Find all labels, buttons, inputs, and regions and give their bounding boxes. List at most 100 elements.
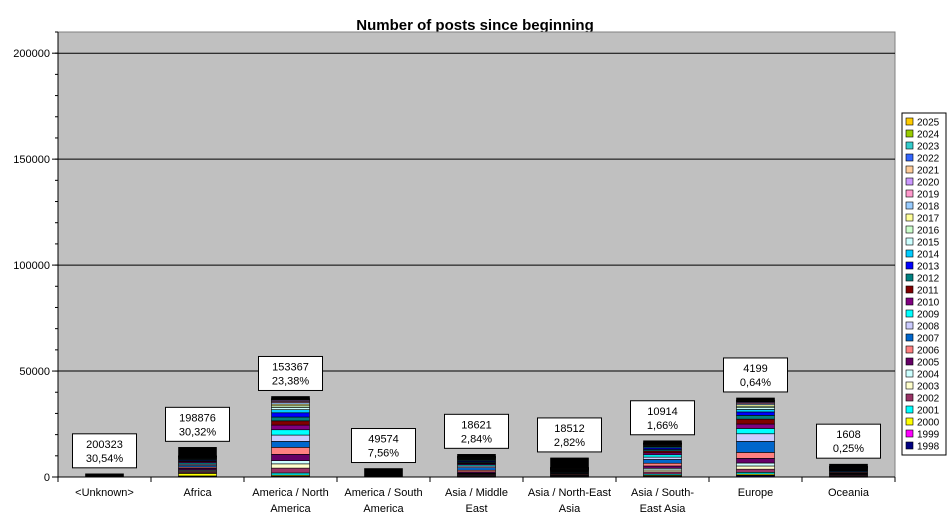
- legend-swatch: [905, 249, 914, 258]
- legend-label: 2010: [917, 298, 940, 309]
- legend-swatch: [905, 129, 914, 138]
- annotation-box: [630, 400, 695, 436]
- legend-label: 2007: [917, 334, 940, 345]
- bar-segment-2000: [178, 473, 217, 477]
- bar-segment-2007: [457, 467, 496, 471]
- bar-segment-2004: [736, 462, 775, 467]
- bar-segment-2005: [271, 454, 310, 461]
- legend-swatch: [905, 441, 914, 450]
- bar-segment-other: [85, 473, 124, 478]
- bar-segment-2010: [271, 424, 310, 431]
- bar-segment-2007: [271, 441, 310, 448]
- bar-segment-2002: [643, 471, 682, 475]
- annotation-percent: 2,82%: [554, 437, 585, 449]
- annotation-box: [72, 433, 137, 469]
- x-tick-label: Asia / North-East: [528, 487, 611, 499]
- legend-swatch: [905, 369, 914, 378]
- bar-segment-2010: [736, 423, 775, 429]
- bar-segment-2008: [643, 456, 682, 460]
- bar-segment-2008: [271, 434, 310, 442]
- legend-label: 2003: [917, 382, 940, 393]
- x-tick-label: America: [270, 503, 311, 515]
- legend-swatch: [905, 297, 914, 306]
- y-tick-label: 50000: [19, 366, 50, 378]
- legend-label: 2018: [917, 202, 940, 213]
- legend-swatch: [905, 321, 914, 330]
- bar-segment-other: [178, 447, 217, 457]
- x-tick-label: <Unknown>: [75, 487, 134, 499]
- annotation-count: 18512: [554, 423, 585, 435]
- x-tick-label: America / South: [344, 487, 422, 499]
- bar-segment-2003: [736, 465, 775, 470]
- bar-segment-other: [736, 397, 775, 401]
- x-tick-label: Asia: [559, 503, 581, 515]
- x-tick-label: Oceania: [828, 487, 870, 499]
- annotation-count: 4199: [743, 363, 767, 375]
- bar-segment-2003: [271, 463, 310, 469]
- x-tick-label: East Asia: [640, 503, 687, 515]
- bar-segment-2008: [736, 433, 775, 442]
- legend-label: 2000: [917, 418, 940, 429]
- legend-swatch: [905, 309, 914, 318]
- legend-label: 2014: [917, 250, 940, 261]
- legend-swatch: [905, 285, 914, 294]
- annotation-box: [165, 406, 230, 442]
- bar-segment-2012: [271, 416, 310, 422]
- y-tick-label: 0: [44, 472, 50, 484]
- legend-label: 2022: [917, 154, 940, 165]
- y-tick-label: 150000: [13, 154, 50, 166]
- legend-label: 2012: [917, 274, 940, 285]
- legend-swatch: [905, 177, 914, 186]
- x-tick-label: Europe: [738, 487, 773, 499]
- annotation-percent: 23,38%: [272, 375, 310, 387]
- annotation-count: 18621: [461, 419, 492, 431]
- bar-segment-2009: [736, 428, 775, 435]
- annotation-percent: 30,32%: [179, 426, 217, 438]
- bar-segment-2005: [643, 465, 682, 469]
- bar-segment-2002: [271, 467, 310, 474]
- legend-label: 2004: [917, 370, 940, 381]
- legend-swatch: [905, 345, 914, 354]
- bar-segment-other: [364, 468, 403, 478]
- legend-swatch: [905, 273, 914, 282]
- x-tick-label: America / North: [252, 487, 328, 499]
- annotation-box: [444, 413, 509, 449]
- bar-segment-other: [829, 463, 868, 467]
- legend-label: 2016: [917, 226, 940, 237]
- annotation-count: 198876: [179, 412, 216, 424]
- bar-segment-2002: [736, 468, 775, 473]
- legend-swatch: [905, 357, 914, 366]
- bar-segment-2006: [736, 452, 775, 459]
- annotation-box: [723, 357, 788, 393]
- annotation-box: [816, 423, 881, 459]
- legend-label: 2025: [917, 118, 940, 129]
- bar-segment-2015: [271, 407, 310, 410]
- legend-swatch: [905, 333, 914, 342]
- bar-segment-2007: [643, 459, 682, 464]
- legend-swatch: [905, 201, 914, 210]
- legend-label: 2013: [917, 262, 940, 273]
- bar-segment-2013: [736, 411, 775, 416]
- bar-segment-2001: [271, 472, 310, 476]
- bar-segment-2012: [736, 415, 775, 420]
- annotation-box: [537, 417, 602, 453]
- legend-label: 1998: [917, 442, 940, 453]
- legend-swatch: [905, 417, 914, 426]
- legend-label: 2024: [917, 130, 940, 141]
- legend-swatch: [905, 165, 914, 174]
- annotation-percent: 0,64%: [740, 377, 771, 389]
- legend-label: 2020: [917, 178, 940, 189]
- bar-segment-2014: [736, 409, 775, 413]
- legend-label: 2017: [917, 214, 940, 225]
- annotation-count: 10914: [647, 406, 678, 418]
- x-tick-label: East: [465, 503, 487, 515]
- bar-segment-other: [643, 440, 682, 444]
- legend-label: 2019: [917, 190, 940, 201]
- y-tick-label: 200000: [13, 48, 50, 60]
- x-tick-label: Asia / Middle: [445, 487, 508, 499]
- x-tick-label: Africa: [183, 487, 212, 499]
- annotation-percent: 1,66%: [647, 420, 678, 432]
- legend-label: 2006: [917, 346, 940, 357]
